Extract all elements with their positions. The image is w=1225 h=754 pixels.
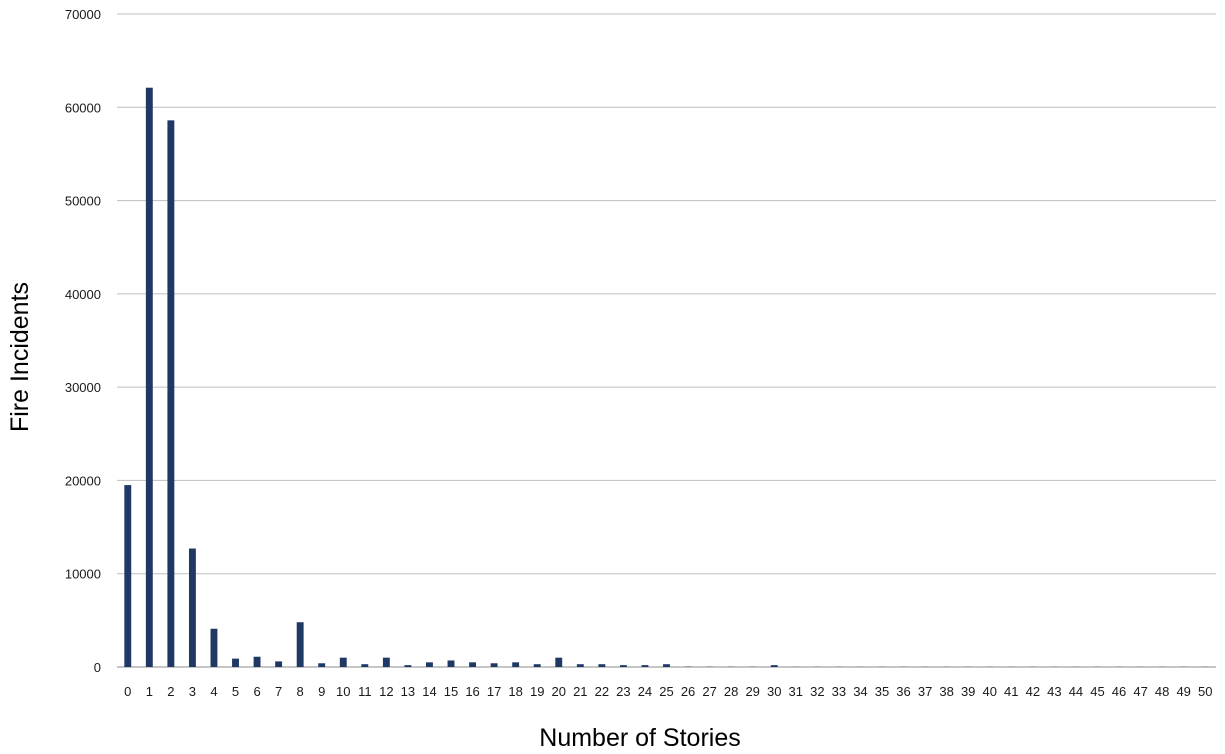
x-tick-label: 43 bbox=[1047, 684, 1061, 699]
bar bbox=[124, 485, 132, 667]
bar bbox=[145, 87, 153, 667]
x-tick-label: 19 bbox=[530, 684, 544, 699]
bar bbox=[555, 657, 563, 667]
x-tick-label: 46 bbox=[1112, 684, 1126, 699]
bar bbox=[619, 665, 627, 667]
y-tick-label: 10000 bbox=[65, 567, 101, 582]
x-tick-label: 50 bbox=[1198, 684, 1212, 699]
x-axis-title: Number of Stories bbox=[539, 724, 740, 752]
x-tick-label: 3 bbox=[189, 684, 196, 699]
x-tick-label: 17 bbox=[487, 684, 501, 699]
x-tick-label: 29 bbox=[745, 684, 759, 699]
bar bbox=[533, 664, 541, 667]
x-tick-label: 35 bbox=[875, 684, 889, 699]
y-tick-labels: 0 10000 20000 30000 40000 50000 60000 70000 bbox=[65, 7, 101, 675]
x-tick-label: 10 bbox=[336, 684, 350, 699]
x-tick-label: 20 bbox=[552, 684, 566, 699]
x-tick-label: 37 bbox=[918, 684, 932, 699]
x-tick-label: 14 bbox=[422, 684, 436, 699]
x-tick-label: 22 bbox=[595, 684, 609, 699]
bar bbox=[598, 664, 606, 667]
bar bbox=[770, 665, 778, 667]
bar bbox=[339, 657, 347, 667]
bar bbox=[188, 548, 196, 667]
x-tick-label: 31 bbox=[789, 684, 803, 699]
bar bbox=[663, 664, 670, 667]
x-tick-label: 7 bbox=[275, 684, 282, 699]
bar bbox=[426, 662, 433, 667]
y-tick-label: 60000 bbox=[65, 100, 101, 115]
x-tick-label: 4 bbox=[210, 684, 217, 699]
y-axis-title: Fire Incidents bbox=[6, 282, 34, 432]
x-tick-label: 11 bbox=[358, 684, 372, 699]
x-tick-labels: 0 1 2 3 4 5 6 7 8 9 10 11 12 13 14 15 16 17 18 19 20 21 22 23 24… bbox=[124, 684, 1212, 699]
x-tick-label: 44 bbox=[1069, 684, 1083, 699]
x-tick-label: 41 bbox=[1004, 684, 1018, 699]
x-tick-label: 24 bbox=[638, 684, 652, 699]
x-tick-label: 45 bbox=[1090, 684, 1104, 699]
x-tick-label: 18 bbox=[508, 684, 522, 699]
bar bbox=[296, 622, 304, 667]
x-tick-label: 32 bbox=[810, 684, 824, 699]
x-tick-label: 21 bbox=[573, 684, 587, 699]
x-tick-label: 25 bbox=[659, 684, 673, 699]
x-tick-label: 34 bbox=[853, 684, 867, 699]
x-tick-label: 28 bbox=[724, 684, 738, 699]
x-tick-label: 42 bbox=[1026, 684, 1040, 699]
x-tick-label: 26 bbox=[681, 684, 695, 699]
bar bbox=[404, 665, 412, 667]
x-tick-label: 15 bbox=[444, 684, 458, 699]
gridlines bbox=[117, 13, 1216, 668]
y-tick-label: 30000 bbox=[65, 380, 101, 395]
bar bbox=[447, 660, 455, 667]
bar bbox=[232, 658, 239, 667]
x-tick-label: 12 bbox=[379, 684, 393, 699]
x-tick-label: 1 bbox=[146, 684, 153, 699]
bar bbox=[318, 663, 326, 667]
x-tick-label: 36 bbox=[896, 684, 910, 699]
y-tick-label: 70000 bbox=[65, 7, 101, 22]
bar bbox=[641, 665, 649, 667]
bar bbox=[382, 657, 390, 667]
y-tick-label: 40000 bbox=[65, 287, 101, 302]
x-tick-label: 33 bbox=[832, 684, 846, 699]
x-tick-label: 5 bbox=[232, 684, 239, 699]
y-tick-label: 0 bbox=[94, 660, 101, 675]
bars bbox=[124, 87, 1209, 668]
x-tick-label: 49 bbox=[1176, 684, 1190, 699]
x-tick-label: 6 bbox=[253, 684, 260, 699]
x-tick-label: 38 bbox=[939, 684, 953, 699]
bar bbox=[210, 628, 218, 667]
x-tick-label: 48 bbox=[1155, 684, 1169, 699]
x-tick-label: 13 bbox=[401, 684, 415, 699]
bar bbox=[512, 662, 520, 667]
bar bbox=[469, 662, 477, 667]
bar bbox=[167, 120, 175, 668]
bar bbox=[576, 664, 584, 667]
bar bbox=[275, 661, 283, 667]
x-tick-label: 8 bbox=[297, 684, 304, 699]
y-tick-label: 50000 bbox=[65, 194, 101, 209]
x-tick-label: 9 bbox=[318, 684, 325, 699]
x-tick-label: 16 bbox=[465, 684, 479, 699]
x-tick-label: 27 bbox=[702, 684, 716, 699]
x-tick-label: 39 bbox=[961, 684, 975, 699]
y-tick-label: 20000 bbox=[65, 473, 101, 488]
x-tick-label: 40 bbox=[983, 684, 997, 699]
bar bbox=[490, 663, 498, 667]
bar bbox=[253, 656, 261, 667]
x-tick-label: 2 bbox=[167, 684, 174, 699]
x-tick-label: 30 bbox=[767, 684, 781, 699]
x-tick-label: 23 bbox=[616, 684, 630, 699]
bar bbox=[361, 664, 369, 667]
x-tick-label: 47 bbox=[1133, 684, 1147, 699]
x-tick-label: 0 bbox=[124, 684, 131, 699]
